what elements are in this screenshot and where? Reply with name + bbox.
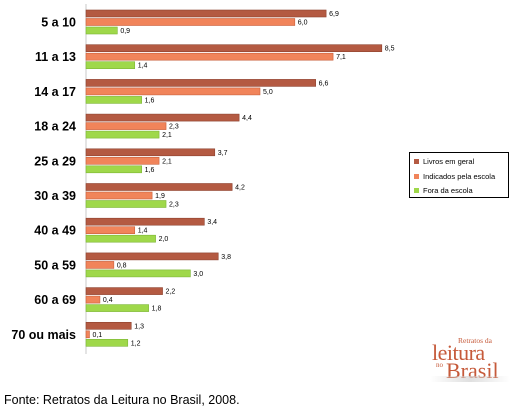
data-label: 0,4 [103, 297, 113, 304]
source-note: Fonte: Retratos da Leitura no Brasil, 20… [4, 393, 240, 407]
bar [85, 330, 90, 339]
data-label: 2,3 [169, 202, 179, 209]
data-label: 1,3 [134, 323, 144, 330]
data-label: 3,7 [218, 150, 228, 157]
bar [85, 165, 142, 174]
data-label: 1,4 [138, 228, 148, 235]
retratos-da-leitura-logo: Retratos da leitura no Brasil [430, 336, 510, 383]
data-label: 4,4 [242, 115, 252, 122]
data-label: 2,3 [169, 124, 179, 131]
logo-text: no [436, 361, 443, 369]
bar [85, 157, 160, 165]
data-label: 3,8 [221, 254, 231, 261]
data-label: 2,2 [166, 289, 176, 296]
data-label: 2,0 [159, 236, 169, 243]
category-label: 25 a 29 [34, 154, 76, 168]
data-label: 1,6 [145, 167, 155, 174]
bar-chart: 5 a 10 6,9 6,0 0,9 11 a 13 8,5 7,1 1,4 14 a 17 6,… [11, 4, 395, 354]
logo-shadow [430, 376, 510, 382]
category-label: 70 ou mais [11, 328, 76, 342]
data-label: 1,8 [152, 306, 162, 313]
bar [85, 191, 153, 200]
category-label: 11 a 13 [35, 50, 76, 64]
bar [85, 226, 136, 234]
bar [85, 61, 136, 70]
bar [85, 96, 142, 104]
data-label: 3,0 [193, 271, 203, 278]
bar [85, 52, 334, 61]
data-label: 2,1 [162, 158, 172, 165]
logo-text: leitura [432, 340, 485, 365]
bar [85, 148, 216, 157]
data-label: 0,9 [120, 28, 130, 35]
bar [85, 113, 240, 122]
legend-item-fora-da-escola: Fora da escola [414, 185, 473, 195]
bar [85, 122, 167, 130]
data-label: 1,2 [131, 340, 141, 347]
data-label: 6,9 [329, 11, 339, 18]
category-label: 30 a 39 [34, 189, 76, 203]
bar [85, 87, 261, 96]
data-label: 3,4 [207, 219, 217, 226]
data-label: 4,2 [235, 185, 245, 192]
legend: Livros em geral Indicados pela escola Fo… [409, 152, 509, 198]
legend-label: Fora da escola [423, 185, 473, 195]
logo-text: Retratos da [458, 336, 492, 345]
data-label: 7,1 [336, 54, 346, 61]
legend-swatch [414, 173, 419, 179]
bar [85, 26, 118, 35]
category-label: 60 a 69 [34, 293, 76, 307]
bar [85, 295, 101, 304]
category-label: 5 a 10 [41, 16, 76, 30]
bar [85, 269, 191, 278]
legend-swatch [414, 158, 419, 164]
category-label: 14 a 17 [34, 85, 76, 99]
bar [85, 287, 163, 295]
legend-label: Indicados pela escola [423, 171, 496, 181]
data-label: 6,6 [319, 80, 329, 87]
data-label: 0,8 [117, 262, 127, 269]
bar [85, 217, 205, 226]
data-label: 1,9 [155, 193, 165, 200]
data-label: 6,0 [298, 20, 308, 27]
bar [85, 44, 383, 53]
data-label: 1,4 [138, 63, 148, 70]
data-label: 0,1 [92, 332, 102, 339]
category-label: 50 a 59 [34, 258, 76, 272]
bar [85, 183, 233, 191]
data-label: 1,6 [145, 97, 155, 104]
bar [85, 261, 115, 269]
legend-label: Livros em geral [423, 156, 475, 166]
bar [85, 200, 167, 208]
bar [85, 9, 327, 18]
bar [85, 304, 149, 312]
legend-swatch [414, 187, 419, 193]
legend-item-livros-em-geral: Livros em geral [414, 156, 474, 166]
data-label: 2,1 [162, 132, 172, 139]
bar [85, 130, 160, 139]
data-label: 8,5 [385, 46, 395, 53]
bar [85, 338, 129, 347]
legend-item-indicados-pela-escola: Indicados pela escola [414, 171, 495, 181]
bar [85, 321, 132, 330]
bar [85, 252, 219, 261]
data-label: 5,0 [263, 89, 273, 96]
bar [85, 234, 156, 243]
category-label: 18 a 24 [34, 120, 76, 134]
category-label: 40 a 49 [34, 224, 76, 238]
bar [85, 18, 296, 26]
bar [85, 79, 316, 87]
